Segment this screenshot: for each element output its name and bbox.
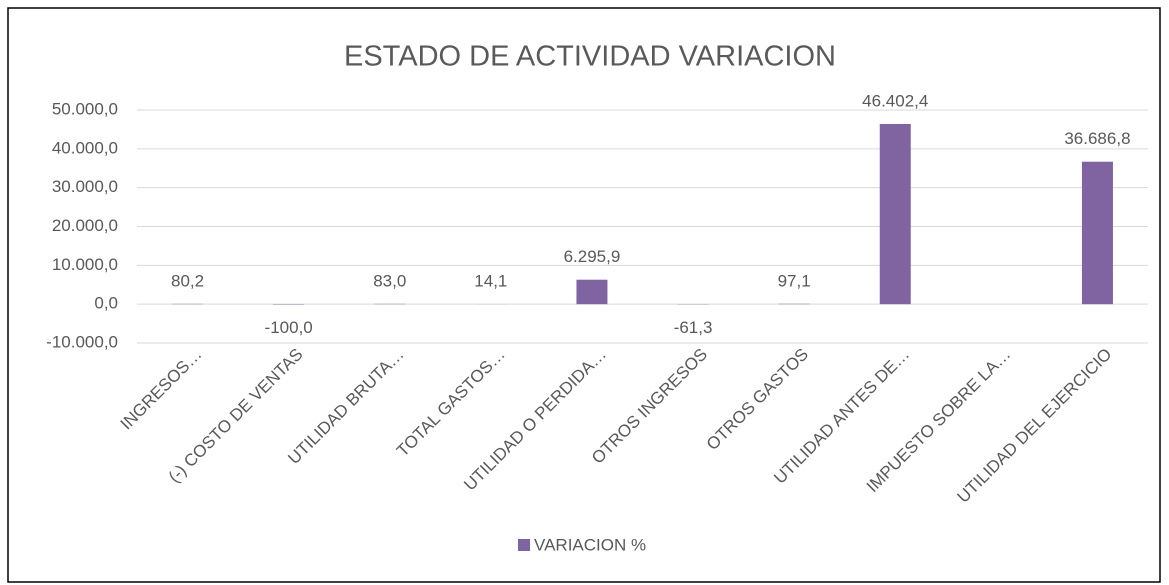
- y-tick-label: -10.000,0: [46, 332, 118, 351]
- y-tick-label: 50.000,0: [52, 99, 118, 118]
- data-label: -100,0: [265, 318, 313, 337]
- data-label: 46.402,4: [862, 91, 928, 110]
- data-label: -61,3: [674, 318, 713, 337]
- data-label: 83,0: [373, 271, 406, 290]
- bar: [879, 123, 911, 305]
- data-label: 80,2: [171, 271, 204, 290]
- y-tick-label: 40.000,0: [52, 138, 118, 157]
- legend-label: VARIACION %: [534, 535, 646, 554]
- data-label: 97,1: [778, 271, 811, 290]
- y-tick-label: 30.000,0: [52, 177, 118, 196]
- y-tick-label: 10.000,0: [52, 255, 118, 274]
- y-tick-label: 20.000,0: [52, 216, 118, 235]
- y-tick-label: 0,0: [94, 294, 118, 313]
- chart-title: ESTADO DE ACTIVIDAD VARIACION: [344, 41, 836, 73]
- bar: [576, 279, 608, 305]
- data-label: 14,1: [474, 272, 507, 291]
- bar: [1081, 161, 1113, 305]
- data-label: 36.686,8: [1064, 129, 1130, 148]
- data-label: 6.295,9: [564, 247, 621, 266]
- legend-swatch: [518, 539, 530, 551]
